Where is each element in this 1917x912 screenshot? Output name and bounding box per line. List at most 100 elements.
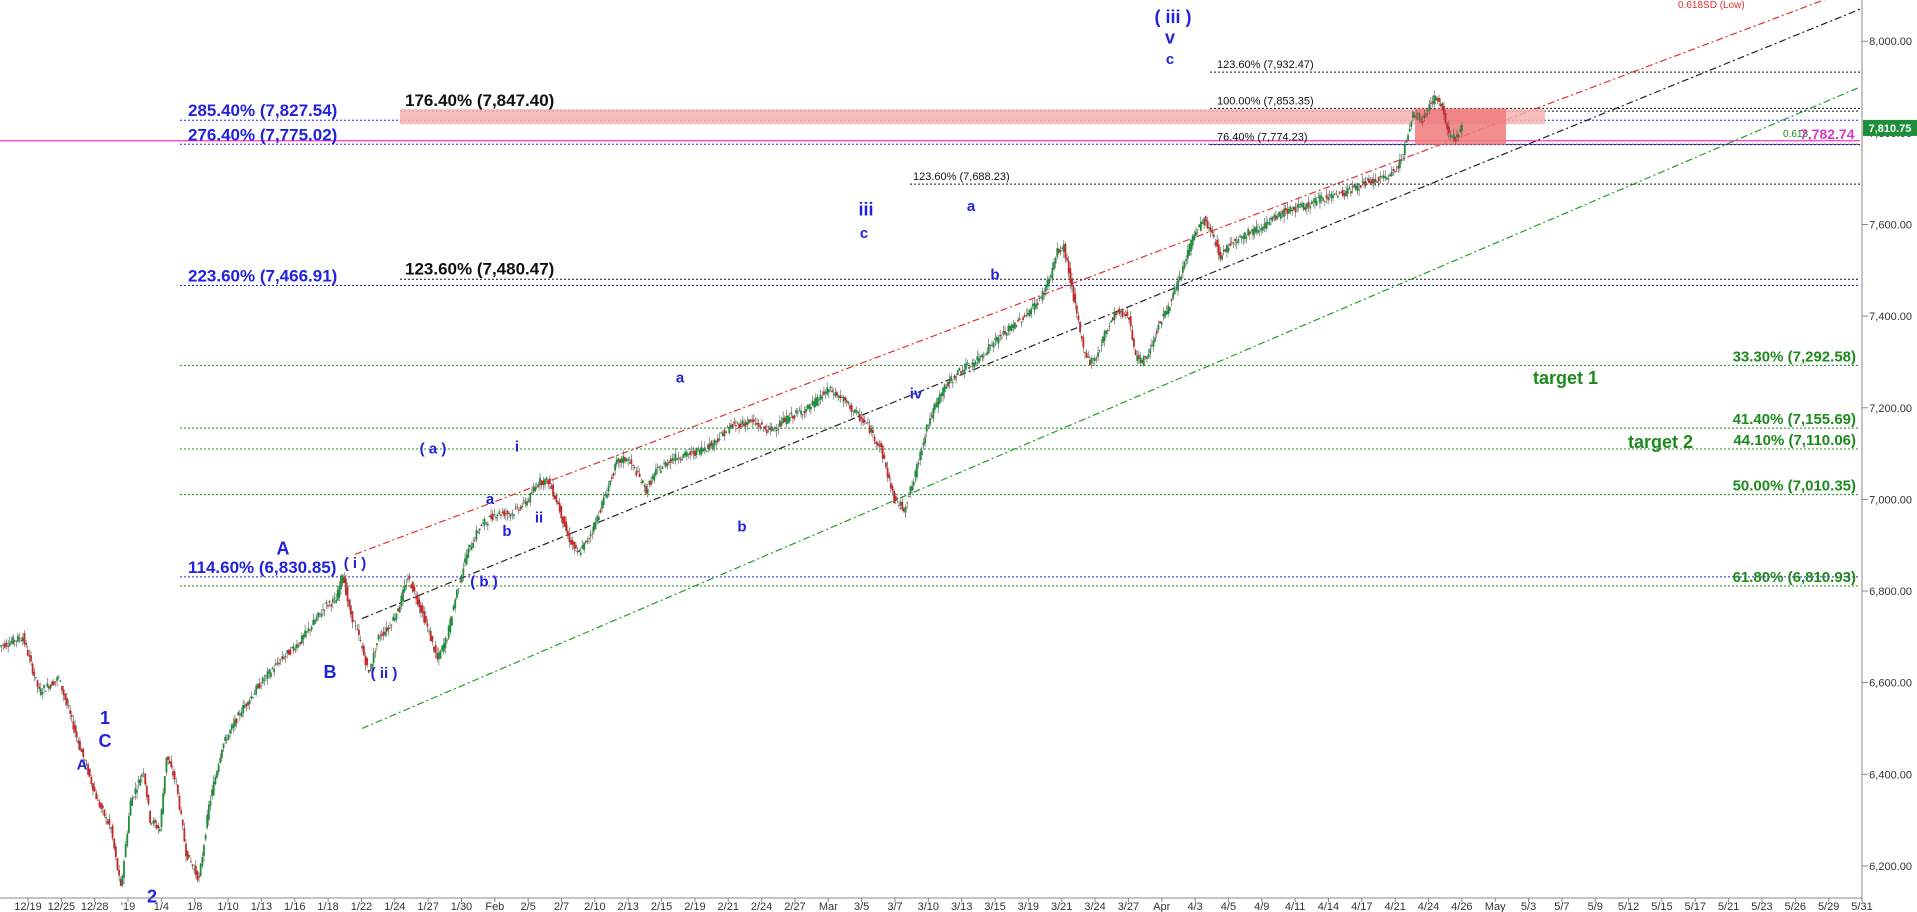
candle-body <box>1257 229 1259 233</box>
candle-body <box>1410 121 1413 127</box>
candle-body <box>710 441 713 446</box>
candle-body <box>1061 247 1064 249</box>
candle-body <box>1335 193 1338 195</box>
candle-body <box>991 344 993 346</box>
candle-body <box>248 700 251 705</box>
candle-body <box>932 408 935 419</box>
candle-body <box>1274 215 1277 220</box>
candle-body <box>251 697 254 699</box>
candle-body <box>583 542 586 551</box>
candle-body <box>837 395 840 398</box>
candle-body <box>790 412 793 415</box>
candle-body <box>475 530 478 540</box>
x-tick-label: 1/24 <box>384 901 405 912</box>
candle-body <box>1403 144 1406 155</box>
candle-body <box>801 414 804 416</box>
candle-body <box>1102 336 1104 343</box>
candle-body <box>681 458 683 461</box>
candle-body <box>402 589 404 602</box>
candle-body <box>1160 322 1163 325</box>
candle-body <box>1278 211 1281 217</box>
y-tick-label: 8,000.00 <box>1869 36 1912 48</box>
candle-body <box>1354 185 1357 190</box>
candle-body <box>465 554 468 565</box>
candle-body <box>999 334 1002 337</box>
candle-body <box>917 463 920 465</box>
fib-label-blue: 114.60% (6,830.85) <box>188 558 336 577</box>
candle-body <box>472 542 475 548</box>
wave-label: iii <box>858 199 873 219</box>
fib-label-black: 176.40% (7,847.40) <box>405 91 554 110</box>
candle-body <box>747 419 750 424</box>
candle-body <box>738 423 741 429</box>
candle-body <box>1110 320 1113 323</box>
candle-body <box>232 723 235 728</box>
candle-body <box>328 600 331 603</box>
x-tick-label: 2/19 <box>684 901 705 912</box>
candle-body <box>854 409 856 413</box>
candle-body <box>862 418 865 423</box>
candle-body <box>930 415 933 417</box>
candle-body <box>1056 248 1059 258</box>
candle-body <box>1015 325 1018 327</box>
overlap-label-green: 0.618 <box>1783 129 1808 140</box>
wave-label: ii <box>535 509 543 526</box>
candle-body <box>821 396 824 399</box>
candle-body <box>1170 299 1173 301</box>
candle-body <box>865 422 868 424</box>
candle-body <box>1209 227 1212 232</box>
candle-body <box>473 539 476 541</box>
wave-label: b <box>502 523 511 540</box>
candle-body <box>1444 113 1447 124</box>
candle-body <box>387 627 390 631</box>
candle-body <box>447 625 450 639</box>
candle-body <box>160 809 163 827</box>
x-tick-label: 2/24 <box>751 901 772 912</box>
candle-body <box>656 467 659 469</box>
candle-body <box>1168 307 1171 311</box>
candle-body <box>83 759 86 761</box>
candle-body <box>1284 207 1287 211</box>
candle-body <box>87 764 90 775</box>
candle-body <box>180 810 183 814</box>
x-tick-label: 1/22 <box>351 901 372 912</box>
candle-body <box>340 575 342 590</box>
candle-body <box>1020 321 1023 323</box>
candle-body <box>358 629 360 635</box>
candle-body <box>588 538 590 540</box>
candle-body <box>371 663 373 670</box>
candle-body <box>415 595 417 600</box>
candle-body <box>149 810 152 824</box>
candle-body <box>845 400 848 403</box>
y-tick-label: 7,600.00 <box>1869 220 1912 232</box>
candle-body <box>56 677 59 681</box>
candle-body <box>783 417 786 422</box>
candle-body <box>1323 201 1326 202</box>
candle-body <box>1010 325 1013 331</box>
candle-body <box>62 689 65 696</box>
x-tick-label: 4/17 <box>1351 901 1372 912</box>
candle-body <box>470 546 473 551</box>
candle-body <box>1447 126 1450 134</box>
candle-body <box>382 631 385 636</box>
candle-body <box>788 417 791 422</box>
candle-body <box>331 599 334 603</box>
x-tick-label: 1/16 <box>284 901 305 912</box>
candle-body <box>103 809 106 817</box>
candle-body <box>720 432 723 434</box>
candle-body <box>689 451 692 455</box>
candle-body <box>1152 340 1155 347</box>
candle-body <box>480 525 483 527</box>
candle-body <box>113 838 116 849</box>
candle-body <box>1149 348 1152 354</box>
candle-body <box>44 691 47 692</box>
candle-body <box>1093 358 1096 362</box>
candle-body <box>756 422 758 425</box>
fib-label-blue: 223.60% (7,466.91) <box>188 266 337 285</box>
candle-body <box>452 606 455 610</box>
candle-body <box>1296 205 1299 207</box>
x-tick-label: 12/28 <box>81 901 109 912</box>
candle-body <box>389 627 391 629</box>
